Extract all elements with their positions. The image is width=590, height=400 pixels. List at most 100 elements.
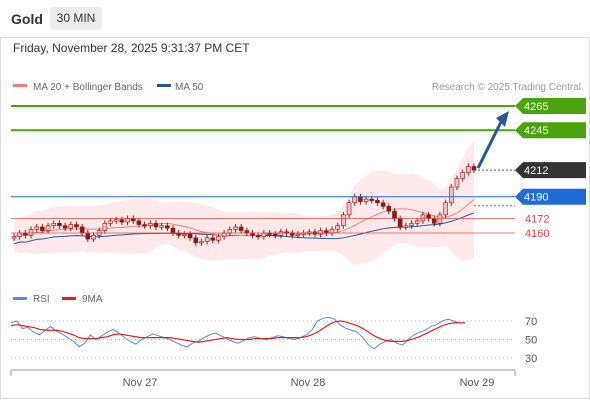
ma9-legend-label: 9MA [82,294,103,305]
candle-body [363,198,369,202]
chart-datetime: Friday, November 28, 2025 9:31:37 PM CET [13,41,250,55]
level-4172-label: 4172 [525,213,549,225]
candle-body [403,225,409,228]
candle-body [460,172,465,179]
x-axis-label-nov27: Nov 27 [123,377,158,389]
candle-body [102,223,108,231]
candle-body [227,229,233,234]
bollinger-band [14,141,474,265]
credit-text: Research © 2025 Trading Central [432,82,581,93]
price-layer [11,141,477,265]
candle-body [17,232,22,237]
ma9-legend-swatch [62,297,76,300]
candle-body [397,218,403,228]
candle-body [369,198,375,201]
candle-body [471,166,477,171]
candle-body [278,231,284,236]
rsi-ma-line [10,320,465,343]
candle-body [165,225,170,229]
candle-body [74,224,79,228]
candle-body [392,210,397,219]
rsi-tick-label-50: 50 [525,335,537,347]
frame-bottom [0,398,590,399]
candle-body [40,226,45,231]
candle-body [272,233,278,237]
candle-body [68,224,74,229]
x-axis-label-nov29: Nov 29 [460,377,495,389]
candle-body [28,229,34,236]
candle-body [57,223,62,227]
candle-body [335,225,341,230]
candle-body [318,230,323,235]
candle-body [91,235,96,240]
candle-body [341,214,346,227]
level-4265-label: 4265 [524,101,548,113]
level-4190-label: 4190 [524,192,548,204]
candle-body [437,214,443,224]
rsi-legend-swatch [13,297,27,300]
candle-body [420,214,426,222]
candle-body [358,196,363,202]
candle-body [113,219,119,222]
candle-body [448,186,454,204]
ma20-line [13,199,475,238]
symbol-title: Gold [11,11,43,27]
candle-body [62,225,68,229]
candle-body [108,220,113,224]
candle-body [329,229,335,234]
candle-body [187,233,193,239]
candle-body [352,196,358,204]
level-layer: 4265 4245 4212 4190 4172 4160 [11,98,586,240]
candle-body [255,235,261,238]
level-4190-tag [515,188,586,205]
level-4160-label: 4160 [525,228,549,240]
candle-body [409,223,414,227]
candle-body [147,223,153,227]
level-4265-tag [515,98,586,114]
rsi-layer: 70 50 30 [10,316,537,365]
timeframe-button[interactable]: 30 MIN [50,7,102,30]
candle-body [233,226,238,230]
candle-body [295,233,301,237]
rsi-legend-label: RSI [33,294,50,305]
candle-body [380,202,386,207]
candle-body [210,237,216,241]
candle-body [443,202,448,216]
candle-body [170,227,176,234]
forecast-arrow-line [476,119,504,169]
candle-body [261,232,267,237]
candle-body [414,220,420,224]
candle-body [34,226,40,230]
divider [0,37,590,38]
candle-body [386,206,392,212]
candle-body [182,233,187,237]
rsi-tick-label-70: 70 [525,316,537,328]
candle-body [454,178,460,188]
candle-body [426,214,431,219]
candle-body [79,226,85,234]
x-axis-label-nov28: Nov 28 [291,377,326,389]
forecast-arrow-head [496,111,509,127]
candle-body [431,218,437,224]
level-4212-label: 4212 [524,165,548,177]
ma20-legend-swatch [13,84,27,87]
candle-body [199,241,204,244]
candle-body [204,237,210,242]
candle-body [221,232,227,237]
ma50-legend-swatch [157,84,171,87]
rsi-line [10,316,465,350]
candle-body [375,200,380,204]
top-bar: Gold 30 MIN [0,0,590,38]
candle-body [51,223,57,227]
candle-body [11,236,17,239]
frame-left [0,38,1,400]
candle-body [125,218,130,223]
candle-body [136,220,142,225]
level-4245-label: 4245 [524,125,548,137]
ma20-legend-label: MA 20 + Bollinger Bands [33,82,143,93]
candle-body [45,225,51,231]
candle-body [153,223,159,228]
candle-body [466,166,471,173]
candle-body [159,225,164,228]
